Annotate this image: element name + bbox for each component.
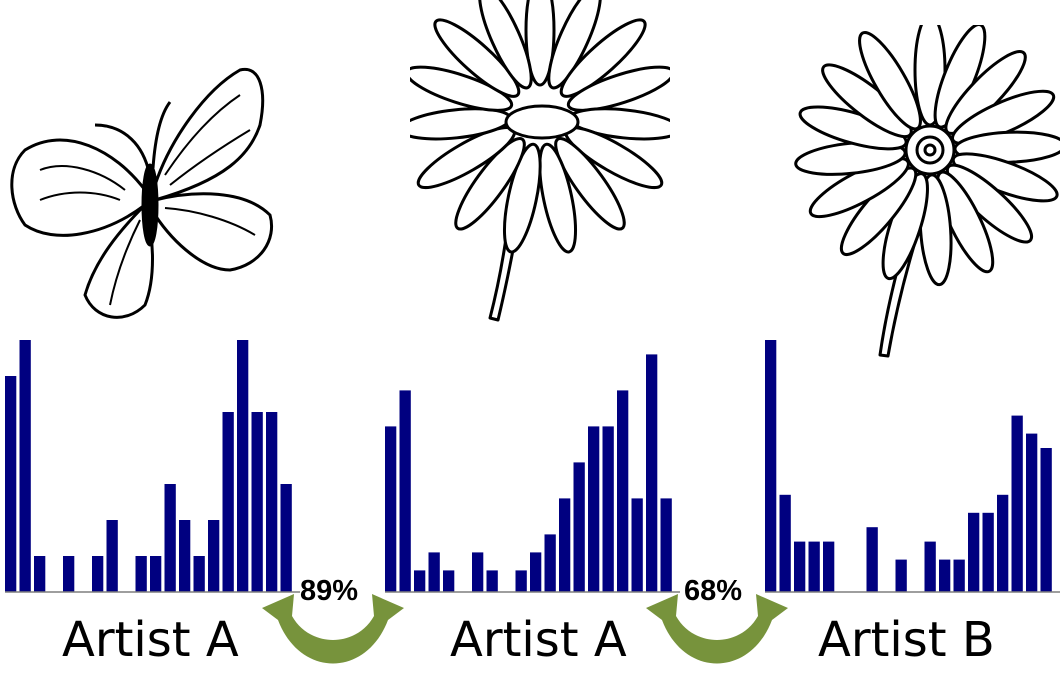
histogram-panel-1 [5, 330, 305, 595]
double-arrow-icon [646, 594, 788, 664]
daisy-flower-icon [399, 0, 681, 330]
panel-1-label: Artist A [62, 612, 239, 668]
gerbera-flower-icon [790, 13, 1064, 360]
histogram-bar [530, 552, 542, 592]
histogram-bar [779, 494, 791, 592]
histogram-panel-2 [385, 330, 685, 595]
histogram-bar [1026, 433, 1038, 592]
histogram-svg-3 [765, 340, 1060, 593]
histogram-bar [208, 520, 220, 592]
histogram-bar [164, 484, 176, 592]
histogram-bar [399, 390, 411, 592]
double-arrow-icon [262, 594, 404, 664]
histogram-bar [544, 534, 556, 592]
histogram-bar [588, 426, 600, 592]
histogram-bar [222, 412, 234, 592]
histogram-bar [106, 520, 118, 592]
histogram-bar [92, 556, 104, 592]
histogram-bar [414, 570, 426, 592]
histogram-bar [5, 376, 17, 592]
similarity-arrow-1 [258, 588, 408, 672]
histogram-bar [251, 412, 263, 592]
panel-2-label: Artist A [450, 612, 627, 668]
histogram-bar [385, 426, 397, 592]
histogram-panel-3 [765, 330, 1064, 595]
histogram-bar [1011, 415, 1023, 592]
histogram-bar [631, 498, 643, 592]
similarity-value-2: 68% [684, 575, 743, 607]
butterfly-icon [5, 30, 285, 325]
histogram-bar [34, 556, 46, 592]
histogram-bar [237, 340, 249, 592]
histogram-bar [280, 484, 292, 592]
histogram-bar [63, 556, 75, 592]
histogram-svg-1 [5, 340, 300, 593]
histogram-bar [443, 570, 455, 592]
histogram-bar [1040, 448, 1052, 592]
histogram-bar [660, 498, 672, 592]
histogram-bar [135, 556, 147, 592]
histogram-bar [823, 541, 835, 592]
histogram-bar [428, 552, 440, 592]
histogram-bar [953, 559, 965, 592]
similarity-value-1: 89% [300, 575, 359, 607]
histogram-svg-2 [385, 354, 680, 593]
histogram-bar [924, 541, 936, 592]
histogram-bar [866, 527, 878, 592]
histogram-bar [997, 494, 1009, 592]
histogram-bar [486, 570, 498, 592]
histogram-bar [794, 541, 806, 592]
histogram-bar [939, 559, 951, 592]
panel-3-label: Artist B [818, 612, 995, 668]
histogram-bar [515, 570, 527, 592]
similarity-arrow-2 [642, 588, 792, 672]
histogram-bar [19, 340, 31, 592]
histogram-bar [472, 552, 484, 592]
histogram-bar [968, 512, 980, 592]
histogram-bar [150, 556, 162, 592]
histogram-bar [765, 340, 777, 592]
histogram-bar [573, 462, 585, 592]
histogram-bar [617, 390, 629, 592]
histogram-bar [982, 512, 994, 592]
histogram-bar [559, 498, 571, 592]
histogram-bar [808, 541, 820, 592]
histogram-bar [895, 559, 907, 592]
histogram-bar [193, 556, 205, 592]
histogram-bar [266, 412, 278, 592]
histogram-bar [646, 354, 658, 592]
histogram-bar [179, 520, 191, 592]
histogram-bar [602, 426, 614, 592]
